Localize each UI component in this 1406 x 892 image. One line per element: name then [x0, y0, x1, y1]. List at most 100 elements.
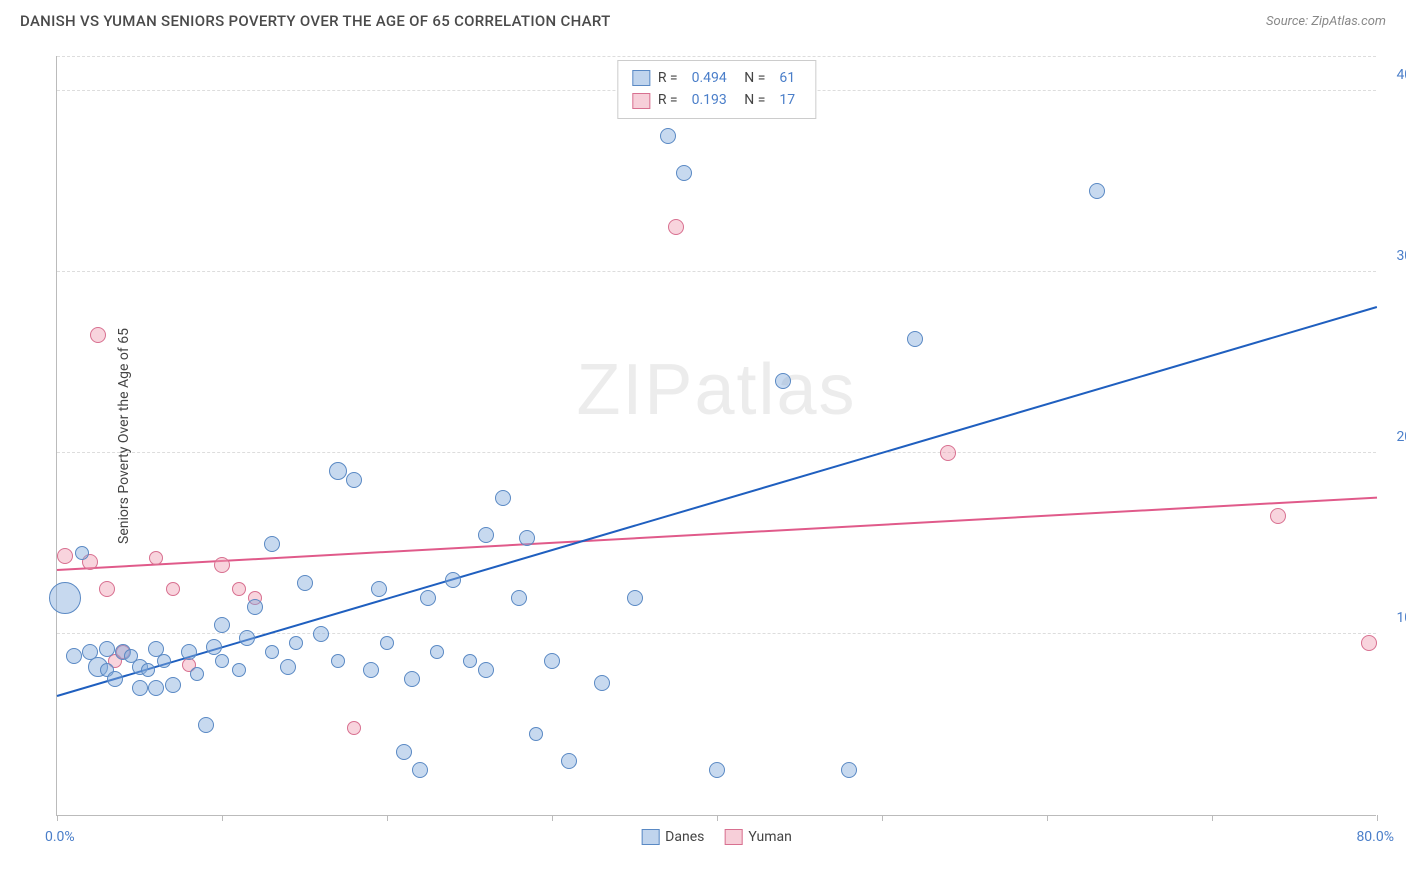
blue-data-point: [331, 654, 345, 668]
blue-data-point: [907, 331, 923, 347]
x-tick-label: 80.0%: [1356, 829, 1394, 845]
gridline: [57, 633, 1376, 634]
x-tick: [1377, 815, 1378, 821]
blue-data-point: [66, 648, 82, 664]
blue-data-point: [841, 762, 857, 778]
pink-data-point: [214, 557, 230, 573]
y-tick-label: 10.0%: [1396, 610, 1406, 626]
blue-data-point: [478, 662, 494, 678]
chart-title: DANISH VS YUMAN SENIORS POVERTY OVER THE…: [20, 12, 611, 30]
blue-data-point: [511, 590, 527, 606]
blue-data-point: [239, 630, 255, 646]
blue-data-point: [420, 590, 436, 606]
x-tick-label: 0.0%: [45, 829, 75, 845]
r-value: 0.193: [692, 89, 727, 111]
pink-data-point: [1270, 508, 1286, 524]
blue-data-point: [529, 727, 543, 741]
blue-data-point: [1089, 183, 1105, 199]
blue-data-point: [495, 490, 511, 506]
r-label: R =: [658, 89, 678, 111]
blue-data-point: [190, 667, 204, 681]
blue-data-point: [165, 677, 181, 693]
gridline: [57, 271, 1376, 272]
n-value: 61: [779, 67, 795, 89]
blue-data-point: [775, 373, 791, 389]
blue-data-point: [412, 762, 428, 778]
blue-data-point: [660, 128, 676, 144]
blue-data-point: [280, 659, 296, 675]
blue-data-point: [371, 581, 387, 597]
blue-data-point: [478, 527, 494, 543]
blue-data-point: [198, 717, 214, 733]
blue-swatch: [632, 70, 650, 86]
pink-data-point: [57, 548, 73, 564]
blue-data-point: [157, 654, 171, 668]
blue-data-point: [107, 671, 123, 687]
legend-label: Danes: [665, 829, 704, 845]
blue-data-point: [297, 575, 313, 591]
n-label: N =: [741, 67, 766, 89]
blue-data-point: [363, 662, 379, 678]
gridline: [57, 56, 1376, 57]
blue-data-point: [215, 654, 229, 668]
blue-data-point: [627, 590, 643, 606]
blue-data-point: [247, 599, 263, 615]
x-tick: [57, 815, 58, 821]
blue-data-point: [181, 644, 197, 660]
blue-data-point: [544, 653, 560, 669]
blue-data-point: [430, 645, 444, 659]
series-legend: Danes Yuman: [641, 829, 792, 845]
source-attribution: Source: ZipAtlas.com: [1266, 14, 1386, 29]
n-value: 17: [779, 89, 795, 111]
blue-data-point: [380, 636, 394, 650]
x-tick: [222, 815, 223, 821]
plot-area: 10.0%20.0%30.0%40.0%0.0%80.0%ZIPatlasR =…: [56, 56, 1376, 816]
x-tick: [1047, 815, 1048, 821]
y-axis-label: Seniors Poverty Over the Age of 65: [116, 328, 132, 544]
blue-data-point: [519, 530, 535, 546]
pink-swatch: [724, 829, 742, 845]
blue-data-point: [313, 626, 329, 642]
x-tick: [387, 815, 388, 821]
blue-data-point: [148, 680, 164, 696]
blue-data-point: [289, 636, 303, 650]
x-tick: [1212, 815, 1213, 821]
blue-data-point: [404, 671, 420, 687]
blue-data-point: [206, 639, 222, 655]
n-label: N =: [741, 89, 766, 111]
x-tick: [882, 815, 883, 821]
legend-label: Yuman: [748, 829, 791, 845]
blue-swatch: [641, 829, 659, 845]
legend-row-pink: R = 0.193 N = 17: [632, 89, 801, 111]
blue-data-point: [396, 744, 412, 760]
pink-data-point: [90, 327, 106, 343]
legend-item-pink: Yuman: [724, 829, 791, 845]
pink-data-point: [347, 721, 361, 735]
blue-data-point: [709, 762, 725, 778]
r-label: R =: [658, 67, 678, 89]
pink-data-point: [99, 581, 115, 597]
legend-item-blue: Danes: [641, 829, 704, 845]
blue-data-point: [329, 462, 347, 480]
y-tick-label: 40.0%: [1396, 67, 1406, 83]
blue-data-point: [346, 472, 362, 488]
blue-data-point: [232, 663, 246, 677]
blue-data-point: [463, 654, 477, 668]
legend-row-blue: R = 0.494 N = 61: [632, 67, 801, 89]
blue-data-point: [75, 546, 89, 560]
r-value: 0.494: [692, 67, 727, 89]
gridline: [57, 452, 1376, 453]
x-tick: [552, 815, 553, 821]
correlation-legend: R = 0.494 N = 61 R = 0.193 N = 17: [617, 60, 816, 119]
chart-container: 10.0%20.0%30.0%40.0%0.0%80.0%ZIPatlasR =…: [56, 56, 1376, 816]
pink-swatch: [632, 93, 650, 109]
blue-trend-line: [57, 306, 1378, 697]
blue-data-point: [141, 663, 155, 677]
blue-data-point: [265, 645, 279, 659]
blue-data-point: [99, 641, 115, 657]
blue-data-point: [214, 617, 230, 633]
watermark: ZIPatlas: [576, 349, 856, 431]
pink-data-point: [940, 445, 956, 461]
y-tick-label: 20.0%: [1396, 429, 1406, 445]
pink-data-point: [668, 219, 684, 235]
